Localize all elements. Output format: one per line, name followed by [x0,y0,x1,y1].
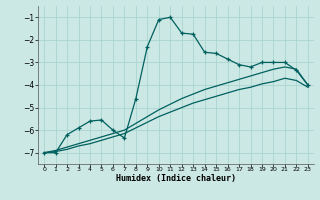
X-axis label: Humidex (Indice chaleur): Humidex (Indice chaleur) [116,174,236,183]
